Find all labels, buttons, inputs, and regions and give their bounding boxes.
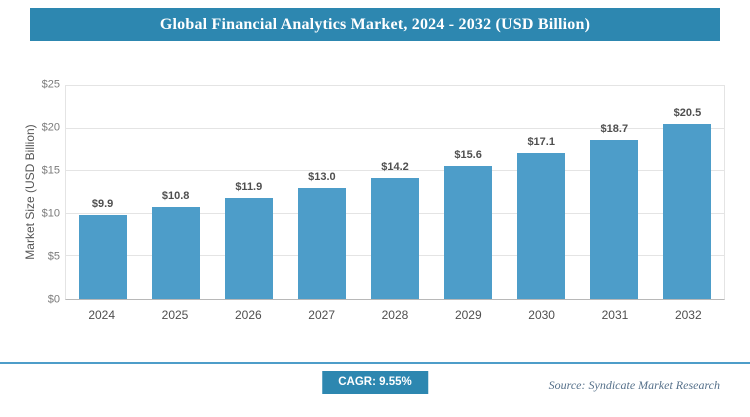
bar-group-2024: $9.9 — [66, 86, 139, 299]
bar-value-label: $9.9 — [91, 197, 114, 210]
y-tick-label: $25 — [41, 78, 60, 91]
gridline — [66, 85, 724, 86]
bar-group-2029: $15.6 — [432, 86, 505, 299]
bar-value-label: $20.5 — [673, 107, 702, 120]
bar — [370, 178, 419, 299]
y-tick-label: $20 — [41, 121, 60, 134]
x-tick-label: 2031 — [601, 308, 629, 322]
bar-group-2032: $20.5 — [651, 86, 724, 299]
x-tick-label: 2027 — [308, 308, 335, 322]
bar — [297, 188, 346, 299]
bar-value-label: $13.0 — [308, 171, 336, 184]
bar — [78, 214, 127, 299]
bar-group-2031: $18.7 — [578, 86, 651, 299]
cagr-badge: CAGR: 9.55% — [322, 371, 428, 394]
bar — [517, 153, 566, 299]
gridline — [66, 170, 724, 172]
x-tick-label: 2024 — [88, 308, 116, 322]
bar — [151, 206, 200, 299]
y-axis-ticks: $0 $5 $10 $15 $20 $25 — [18, 79, 60, 305]
plot-area: $9.9 $10.8 $11.9 $13.0 $14.2 $15.6 $17.1 $18.7 $… — [65, 85, 725, 300]
x-tick-label: 2030 — [528, 308, 555, 322]
bars-row: $9.9 $10.8 $11.9 $13.0 $14.2 $15.6 $17.1 $18.7 $… — [66, 86, 724, 299]
bar-value-label: $18.7 — [600, 122, 629, 135]
bar — [224, 197, 273, 299]
x-tick-label: 2029 — [454, 308, 482, 322]
bar — [444, 166, 493, 299]
y-tick-label: $10 — [41, 207, 60, 220]
bar — [663, 124, 712, 299]
bar — [590, 139, 639, 299]
bar-group-2026: $11.9 — [212, 86, 285, 299]
x-axis-labels: 2024 2025 2026 2027 2028 2029 2030 2031 2032 — [65, 308, 725, 322]
divider-line — [0, 362, 750, 364]
chart-title: Global Financial Analytics Market, 2024 … — [30, 8, 720, 41]
bar-value-label: $11.9 — [235, 180, 263, 193]
x-tick-label: 2028 — [381, 308, 409, 322]
bar-group-2027: $13.0 — [285, 86, 358, 299]
bar-value-label: $15.6 — [454, 149, 482, 162]
x-tick-label: 2025 — [161, 308, 189, 322]
x-tick-label: 2026 — [234, 308, 262, 322]
source-text: Source: Syndicate Market Research — [548, 378, 720, 392]
gridline — [66, 127, 724, 129]
y-tick-label: $0 — [47, 293, 60, 306]
bar-value-label: $17.1 — [527, 136, 555, 149]
y-tick-label: $5 — [47, 250, 60, 263]
bar-value-label: $14.2 — [381, 161, 409, 174]
bar-group-2030: $17.1 — [505, 86, 578, 299]
bar-group-2028: $14.2 — [358, 86, 431, 299]
x-tick-label: 2032 — [674, 308, 702, 322]
bar-group-2025: $10.8 — [139, 86, 212, 299]
bar-value-label: $10.8 — [161, 189, 190, 202]
y-tick-label: $15 — [41, 164, 60, 177]
